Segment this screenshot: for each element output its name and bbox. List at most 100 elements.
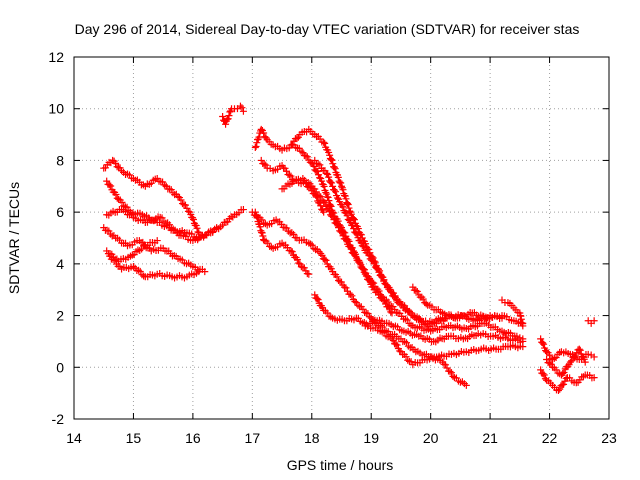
- data-point: [107, 182, 115, 190]
- series-track-24: [543, 345, 589, 379]
- data-point: [537, 335, 545, 343]
- x-tick-label: 18: [304, 430, 320, 446]
- data-point: [406, 307, 414, 315]
- data-point: [317, 202, 325, 210]
- data-point: [287, 172, 295, 180]
- data-point: [252, 142, 260, 150]
- data-marks: [100, 102, 598, 395]
- y-axis-label: SDTVAR / TECUs: [6, 182, 22, 294]
- data-point: [322, 189, 330, 197]
- data-point: [449, 372, 457, 380]
- data-point: [328, 156, 336, 164]
- axes-layer: 14 15 16 17 18 19 20 21 22 23 -2 0 2 4 6 8 10 12: [48, 49, 617, 446]
- data-point: [384, 282, 392, 290]
- data-point: [321, 139, 329, 147]
- data-point: [375, 287, 383, 295]
- data-point: [318, 251, 326, 259]
- data-point: [391, 292, 399, 300]
- data-point: [378, 292, 386, 300]
- data-point: [392, 340, 400, 348]
- data-point: [239, 107, 247, 115]
- series-track-04: [103, 177, 221, 245]
- data-point: [318, 177, 326, 185]
- data-point: [394, 296, 402, 304]
- data-point: [297, 263, 305, 271]
- data-point: [333, 273, 341, 281]
- data-point: [313, 168, 321, 176]
- data-point: [257, 156, 265, 164]
- data-point: [328, 179, 336, 187]
- data-point: [136, 267, 144, 275]
- data-point: [447, 369, 455, 377]
- data-point: [305, 270, 313, 278]
- data-point: [373, 264, 381, 272]
- data-point: [357, 231, 365, 239]
- data-point: [320, 182, 328, 190]
- data-point: [327, 156, 335, 164]
- x-tick-label: 23: [601, 430, 617, 446]
- data-point: [326, 151, 334, 159]
- data-point: [546, 359, 554, 367]
- data-point: [370, 260, 378, 268]
- data-point: [178, 200, 186, 208]
- data-point: [325, 207, 333, 215]
- data-point: [407, 358, 415, 366]
- data-point: [103, 226, 111, 234]
- data-point: [225, 112, 233, 120]
- data-point: [181, 201, 189, 209]
- data-point: [547, 360, 555, 368]
- data-point: [112, 190, 120, 198]
- data-point: [396, 347, 404, 355]
- data-point: [330, 216, 338, 224]
- series-track-09: [231, 102, 247, 115]
- data-point: [224, 218, 232, 226]
- data-point: [314, 296, 322, 304]
- data-point: [259, 232, 267, 240]
- data-point: [177, 196, 185, 204]
- data-point: [183, 204, 191, 212]
- series-track-21: [498, 296, 527, 330]
- data-point: [462, 381, 470, 389]
- data-point: [446, 367, 454, 375]
- data-point: [307, 240, 315, 248]
- data-point: [368, 278, 376, 286]
- data-point: [321, 199, 329, 207]
- data-point: [285, 171, 293, 179]
- data-point: [314, 191, 322, 199]
- data-point: [539, 339, 547, 347]
- data-point: [111, 257, 119, 265]
- chart-title: Day 296 of 2014, Sidereal Day-to-day VTE…: [75, 21, 580, 37]
- x-tick-label: 15: [126, 430, 142, 446]
- data-point: [331, 165, 339, 173]
- data-point: [332, 188, 340, 196]
- data-point: [213, 224, 221, 232]
- data-point: [310, 245, 318, 253]
- data-point: [519, 337, 527, 345]
- data-point: [590, 353, 598, 361]
- data-point: [343, 237, 351, 245]
- data-point: [105, 227, 113, 235]
- x-tick-label: 20: [423, 430, 439, 446]
- data-point: [311, 156, 319, 164]
- data-point: [113, 163, 121, 171]
- data-point: [540, 340, 548, 348]
- data-point: [364, 310, 372, 318]
- data-point: [590, 374, 598, 382]
- data-point: [323, 169, 331, 177]
- y-tick-label: 2: [56, 308, 64, 324]
- data-point: [106, 252, 114, 260]
- data-point: [333, 221, 341, 229]
- data-point: [347, 210, 355, 218]
- data-point: [352, 252, 360, 260]
- data-point: [337, 228, 345, 236]
- data-point: [391, 305, 399, 313]
- data-point: [338, 278, 345, 286]
- data-point: [290, 230, 298, 238]
- data-point: [224, 115, 232, 123]
- data-point: [519, 322, 527, 330]
- data-point: [236, 102, 244, 110]
- data-point: [325, 173, 333, 181]
- data-point: [566, 358, 574, 366]
- data-point: [314, 160, 322, 168]
